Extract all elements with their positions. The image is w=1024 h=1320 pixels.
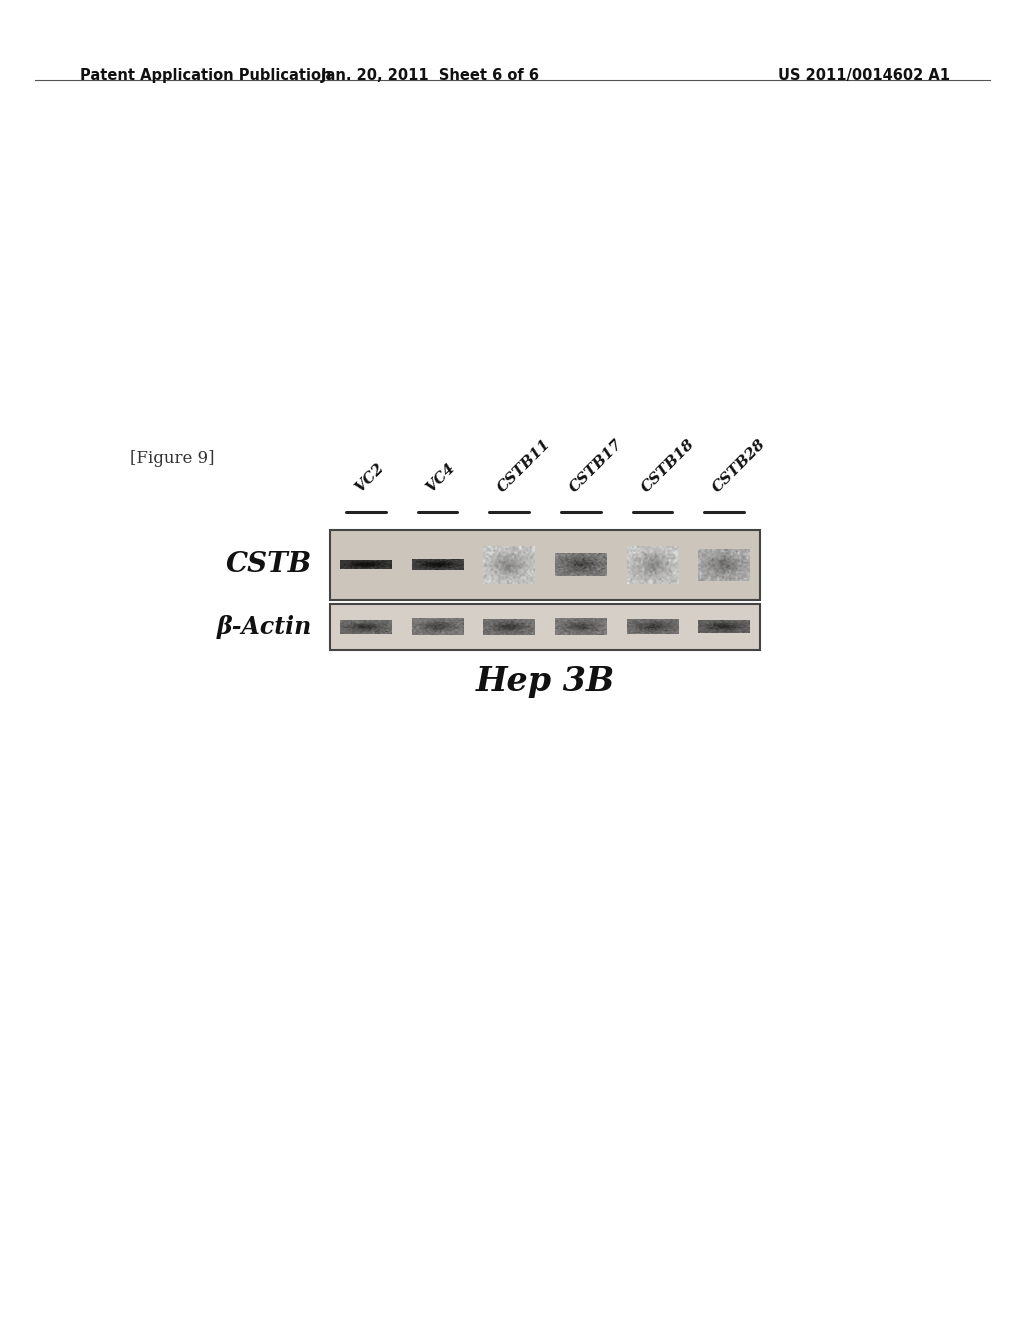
Text: CSTB: CSTB: [225, 552, 312, 578]
Text: β-Actin: β-Actin: [217, 615, 312, 639]
Text: CSTB11: CSTB11: [496, 437, 554, 495]
Text: Jan. 20, 2011  Sheet 6 of 6: Jan. 20, 2011 Sheet 6 of 6: [321, 69, 540, 83]
Text: VC2: VC2: [352, 461, 386, 495]
Text: Patent Application Publication: Patent Application Publication: [80, 69, 332, 83]
Bar: [330, 605, 760, 649]
Text: VC4: VC4: [424, 461, 458, 495]
Text: CSTB17: CSTB17: [567, 437, 626, 495]
Bar: [330, 531, 760, 601]
Text: Hep 3B: Hep 3B: [475, 665, 614, 698]
Text: [Figure 9]: [Figure 9]: [130, 450, 214, 467]
Text: CSTB18: CSTB18: [639, 437, 697, 495]
Text: US 2011/0014602 A1: US 2011/0014602 A1: [778, 69, 950, 83]
Text: CSTB28: CSTB28: [711, 437, 769, 495]
